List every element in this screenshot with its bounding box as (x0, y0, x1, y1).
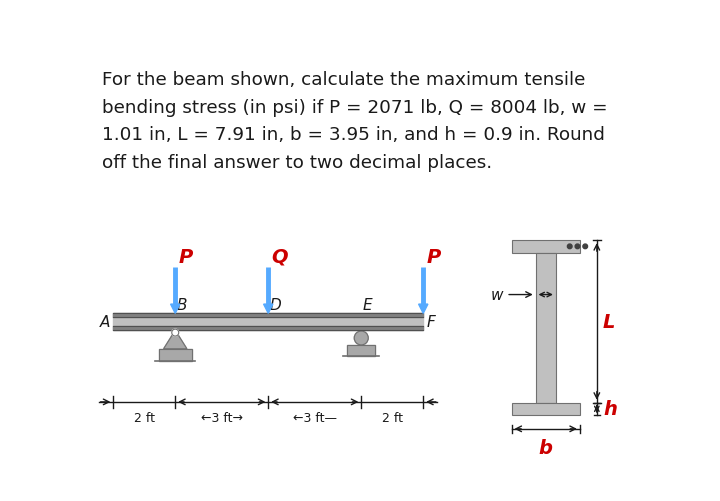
Bar (113, 327, 423, 331)
Polygon shape (418, 305, 428, 314)
Text: P: P (179, 247, 193, 266)
Bar (347, 345, 375, 356)
Text: h: h (603, 399, 617, 418)
Text: B: B (177, 297, 187, 312)
Circle shape (172, 330, 179, 336)
Text: Q: Q (271, 247, 288, 266)
Bar (347, 345, 375, 356)
Polygon shape (171, 305, 180, 314)
Text: A: A (100, 315, 110, 330)
Text: D: D (270, 297, 282, 312)
Text: P: P (426, 247, 441, 266)
Circle shape (575, 244, 580, 249)
Text: w: w (490, 288, 503, 303)
Text: b: b (539, 438, 553, 457)
Text: L: L (603, 312, 616, 331)
Bar (113, 314, 423, 318)
Text: E: E (363, 297, 372, 312)
Text: 2 ft: 2 ft (134, 411, 155, 424)
Text: bending stress (in psi) if P = 2071 lb, Q = 8004 lb, w =: bending stress (in psi) if P = 2071 lb, … (102, 99, 608, 117)
Bar (512, 403, 580, 415)
Bar (159, 349, 192, 361)
Text: F: F (426, 315, 435, 330)
Circle shape (567, 244, 572, 249)
Text: ←3 ft→: ←3 ft→ (201, 411, 243, 424)
Bar (512, 240, 580, 253)
Bar (159, 349, 192, 361)
Circle shape (583, 244, 588, 249)
Text: ←3 ft—: ←3 ft— (293, 411, 337, 424)
Text: 2 ft: 2 ft (382, 411, 402, 424)
Polygon shape (163, 331, 187, 349)
Bar (536, 253, 556, 403)
Circle shape (354, 331, 368, 345)
Bar (113, 314, 423, 331)
Polygon shape (264, 305, 273, 314)
Text: 1.01 in, L = 7.91 in, b = 3.95 in, and h = 0.9 in. Round: 1.01 in, L = 7.91 in, b = 3.95 in, and h… (102, 126, 606, 144)
Text: For the beam shown, calculate the maximum tensile: For the beam shown, calculate the maximu… (102, 71, 586, 89)
Text: off the final answer to two decimal places.: off the final answer to two decimal plac… (102, 154, 492, 172)
